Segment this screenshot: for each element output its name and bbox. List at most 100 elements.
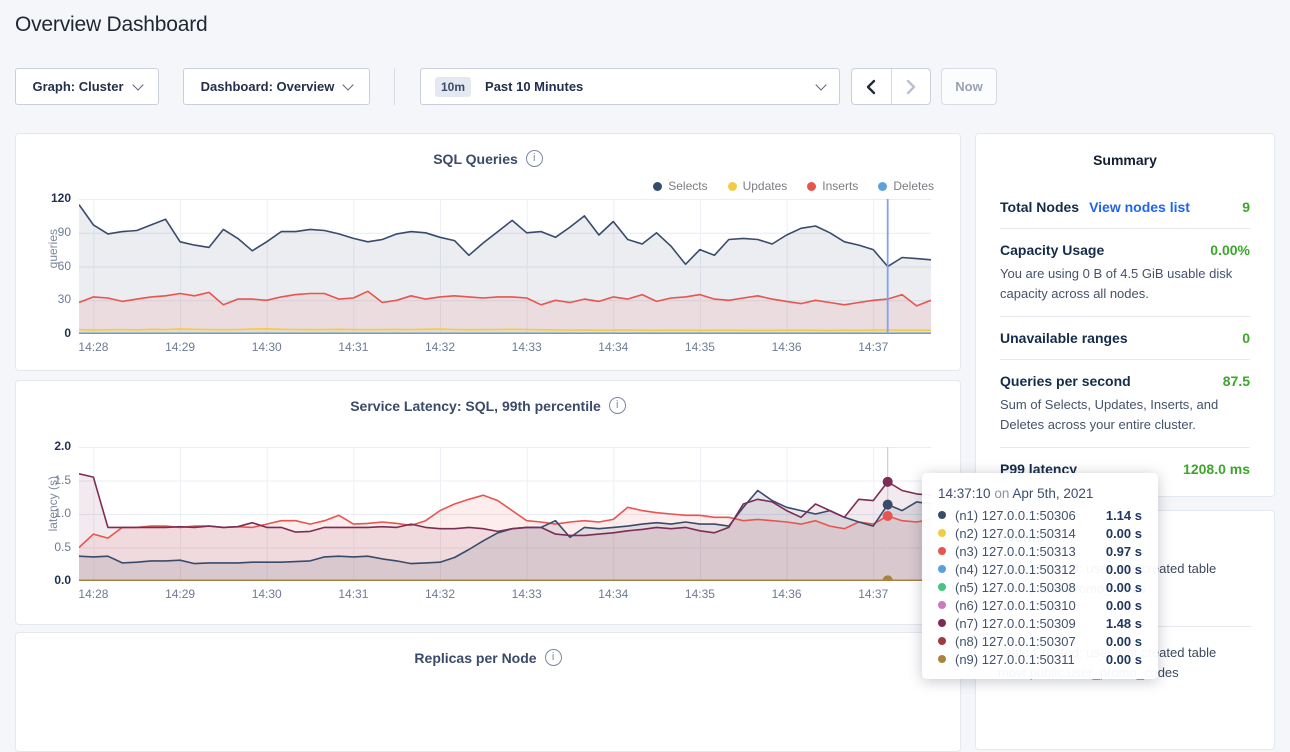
- time-range-label: Past 10 Minutes: [485, 79, 584, 94]
- chart-legend: Selects Updates Inserts Deletes: [653, 179, 934, 193]
- node-color-dot: [938, 637, 946, 645]
- y-axis-tick: 30: [57, 292, 71, 307]
- node-color-dot: [938, 583, 946, 591]
- time-prev-button[interactable]: [852, 69, 891, 104]
- chart-header: Service Latency: SQL, 99th percentile i: [16, 397, 960, 414]
- summary-row-head: Unavailable ranges 0: [1000, 330, 1250, 346]
- node-address: (n8) 127.0.0.1:50307: [955, 633, 1076, 649]
- node-latency-value: 0.00 s: [1105, 561, 1142, 577]
- chart-title: Replicas per Node: [414, 649, 537, 666]
- node-color-dot: [938, 655, 946, 663]
- summary-title: Summary: [1093, 152, 1157, 168]
- summary-row-head: Capacity Usage 0.00%: [1000, 242, 1250, 258]
- replicas-per-node-card: Replicas per Node i: [15, 632, 961, 752]
- node-color-dot: [938, 511, 946, 519]
- legend-item-deletes[interactable]: Deletes: [878, 179, 934, 193]
- info-icon[interactable]: i: [525, 150, 543, 167]
- dashboard-dropdown-label: Dashboard: Overview: [200, 79, 335, 94]
- legend-label: Deletes: [893, 179, 934, 193]
- summary-row-head: Total Nodes View nodes list 9: [1000, 199, 1250, 215]
- x-axis-tick: 14:35: [684, 340, 715, 354]
- y-axis-tick: 120: [50, 191, 71, 205]
- graph-dropdown[interactable]: Graph: Cluster: [15, 68, 159, 105]
- legend-dot: [727, 181, 737, 191]
- time-next-button[interactable]: [890, 69, 931, 104]
- node-address: (n3) 127.0.0.1:50313: [955, 543, 1076, 559]
- summary-panel: Summary Total Nodes View nodes list 9 Capac…: [975, 133, 1275, 497]
- overview-dashboard-page: Overview Dashboard Graph: Cluster Dashbo…: [15, 13, 1275, 752]
- node-address: (n2) 127.0.0.1:50314: [955, 525, 1076, 541]
- service-latency-plot[interactable]: [79, 447, 931, 581]
- node-color-dot: [938, 529, 946, 537]
- legend-label: Inserts: [822, 179, 859, 193]
- tooltip-row: (n5) 127.0.0.1:50308 0.00 s: [938, 578, 1142, 596]
- summary-value: 87.5: [1222, 373, 1250, 389]
- summary-description: You are using 0 B of 4.5 GiB usable disk…: [1000, 266, 1233, 301]
- legend-item-updates[interactable]: Updates: [727, 179, 788, 193]
- x-axis-tick: 14:30: [251, 587, 282, 601]
- legend-dot: [807, 181, 817, 191]
- x-axis-tick: 14:29: [165, 340, 196, 354]
- node-latency-value: 1.48 s: [1105, 615, 1142, 631]
- chevron-right-icon: [906, 79, 915, 94]
- graph-dropdown-label: Graph: Cluster: [32, 79, 124, 94]
- chevron-down-icon: [342, 78, 354, 91]
- y-axis-tick: 60: [57, 258, 71, 273]
- summary-label: Unavailable ranges: [1000, 330, 1128, 346]
- y-axis-tick: 90: [57, 224, 71, 239]
- sql-queries-card: SQL Queries i Selects Updates Inserts Delet…: [15, 133, 961, 371]
- node-address: (n5) 127.0.0.1:50308: [955, 579, 1076, 595]
- x-axis-tick: 14:30: [251, 340, 282, 354]
- node-address: (n1) 127.0.0.1:50306: [955, 507, 1076, 523]
- service-latency-card: Service Latency: SQL, 99th percentile i …: [15, 380, 961, 625]
- node-latency-value: 1.14 s: [1105, 507, 1142, 523]
- page-title: Overview Dashboard: [15, 13, 208, 36]
- controls-divider: [394, 68, 395, 105]
- legend-label: Selects: [668, 179, 708, 193]
- summary-label: Total Nodes: [1000, 199, 1080, 215]
- x-axis-tick: 14:32: [425, 587, 456, 601]
- x-axis-tick: 14:33: [511, 340, 542, 354]
- x-axis-tick: 14:32: [425, 340, 456, 354]
- summary-label: Queries per second: [1000, 373, 1131, 389]
- summary-value: 0: [1242, 330, 1250, 346]
- legend-item-selects[interactable]: Selects: [653, 179, 708, 193]
- summary-row: Total Nodes View nodes list 9: [1000, 186, 1250, 228]
- y-axis-tick: 0.0: [54, 573, 71, 587]
- tooltip-row: (n6) 127.0.0.1:50310 0.00 s: [938, 596, 1142, 614]
- chart-title: SQL Queries: [433, 150, 518, 167]
- info-icon[interactable]: i: [544, 649, 562, 666]
- tooltip-row: (n8) 127.0.0.1:50307 0.00 s: [938, 632, 1142, 650]
- y-axis-tick: 0.5: [54, 539, 71, 554]
- x-axis-tick: 14:34: [598, 587, 629, 601]
- tooltip-row: (n3) 127.0.0.1:50313 0.97 s: [938, 542, 1142, 560]
- time-nav-group: [851, 68, 931, 105]
- tooltip-row: (n4) 127.0.0.1:50312 0.00 s: [938, 560, 1142, 578]
- y-axis-tick: 1.0: [54, 506, 71, 520]
- info-icon[interactable]: i: [608, 397, 626, 414]
- x-axis-tick: 14:36: [771, 587, 802, 601]
- view-nodes-list-link[interactable]: View nodes list: [1089, 199, 1190, 215]
- node-latency-value: 0.00 s: [1105, 633, 1142, 649]
- time-range-picker[interactable]: 10m Past 10 Minutes: [420, 68, 840, 105]
- legend-item-inserts[interactable]: Inserts: [807, 179, 858, 193]
- sql-queries-plot[interactable]: [79, 199, 931, 334]
- summary-description: Sum of Selects, Updates, Inserts, and De…: [1000, 397, 1219, 432]
- chevron-down-icon: [815, 78, 827, 91]
- x-axis-tick: 14:35: [684, 587, 715, 601]
- node-latency-value: 0.00 s: [1105, 651, 1142, 667]
- x-axis-tick: 14:28: [78, 340, 109, 354]
- node-latency-value: 0.00 s: [1105, 525, 1142, 541]
- tooltip-row: (n7) 127.0.0.1:50309 1.48 s: [938, 614, 1142, 632]
- node-address: (n6) 127.0.0.1:50310: [955, 597, 1076, 613]
- legend-label: Updates: [742, 179, 788, 193]
- summary-row: Queries per second 87.5 Sum of Selects, Up…: [1000, 359, 1250, 447]
- summary-value: 0.00%: [1210, 242, 1250, 258]
- chart-header: SQL Queries i: [16, 150, 960, 167]
- now-button[interactable]: Now: [941, 68, 997, 105]
- tooltip-row: (n9) 127.0.0.1:50311 0.00 s: [938, 650, 1142, 668]
- summary-row-head: Queries per second 87.5: [1000, 373, 1250, 389]
- x-axis-tick: 14:28: [78, 587, 109, 601]
- dashboard-dropdown[interactable]: Dashboard: Overview: [183, 68, 370, 105]
- x-axis-tick: 14:29: [165, 587, 196, 601]
